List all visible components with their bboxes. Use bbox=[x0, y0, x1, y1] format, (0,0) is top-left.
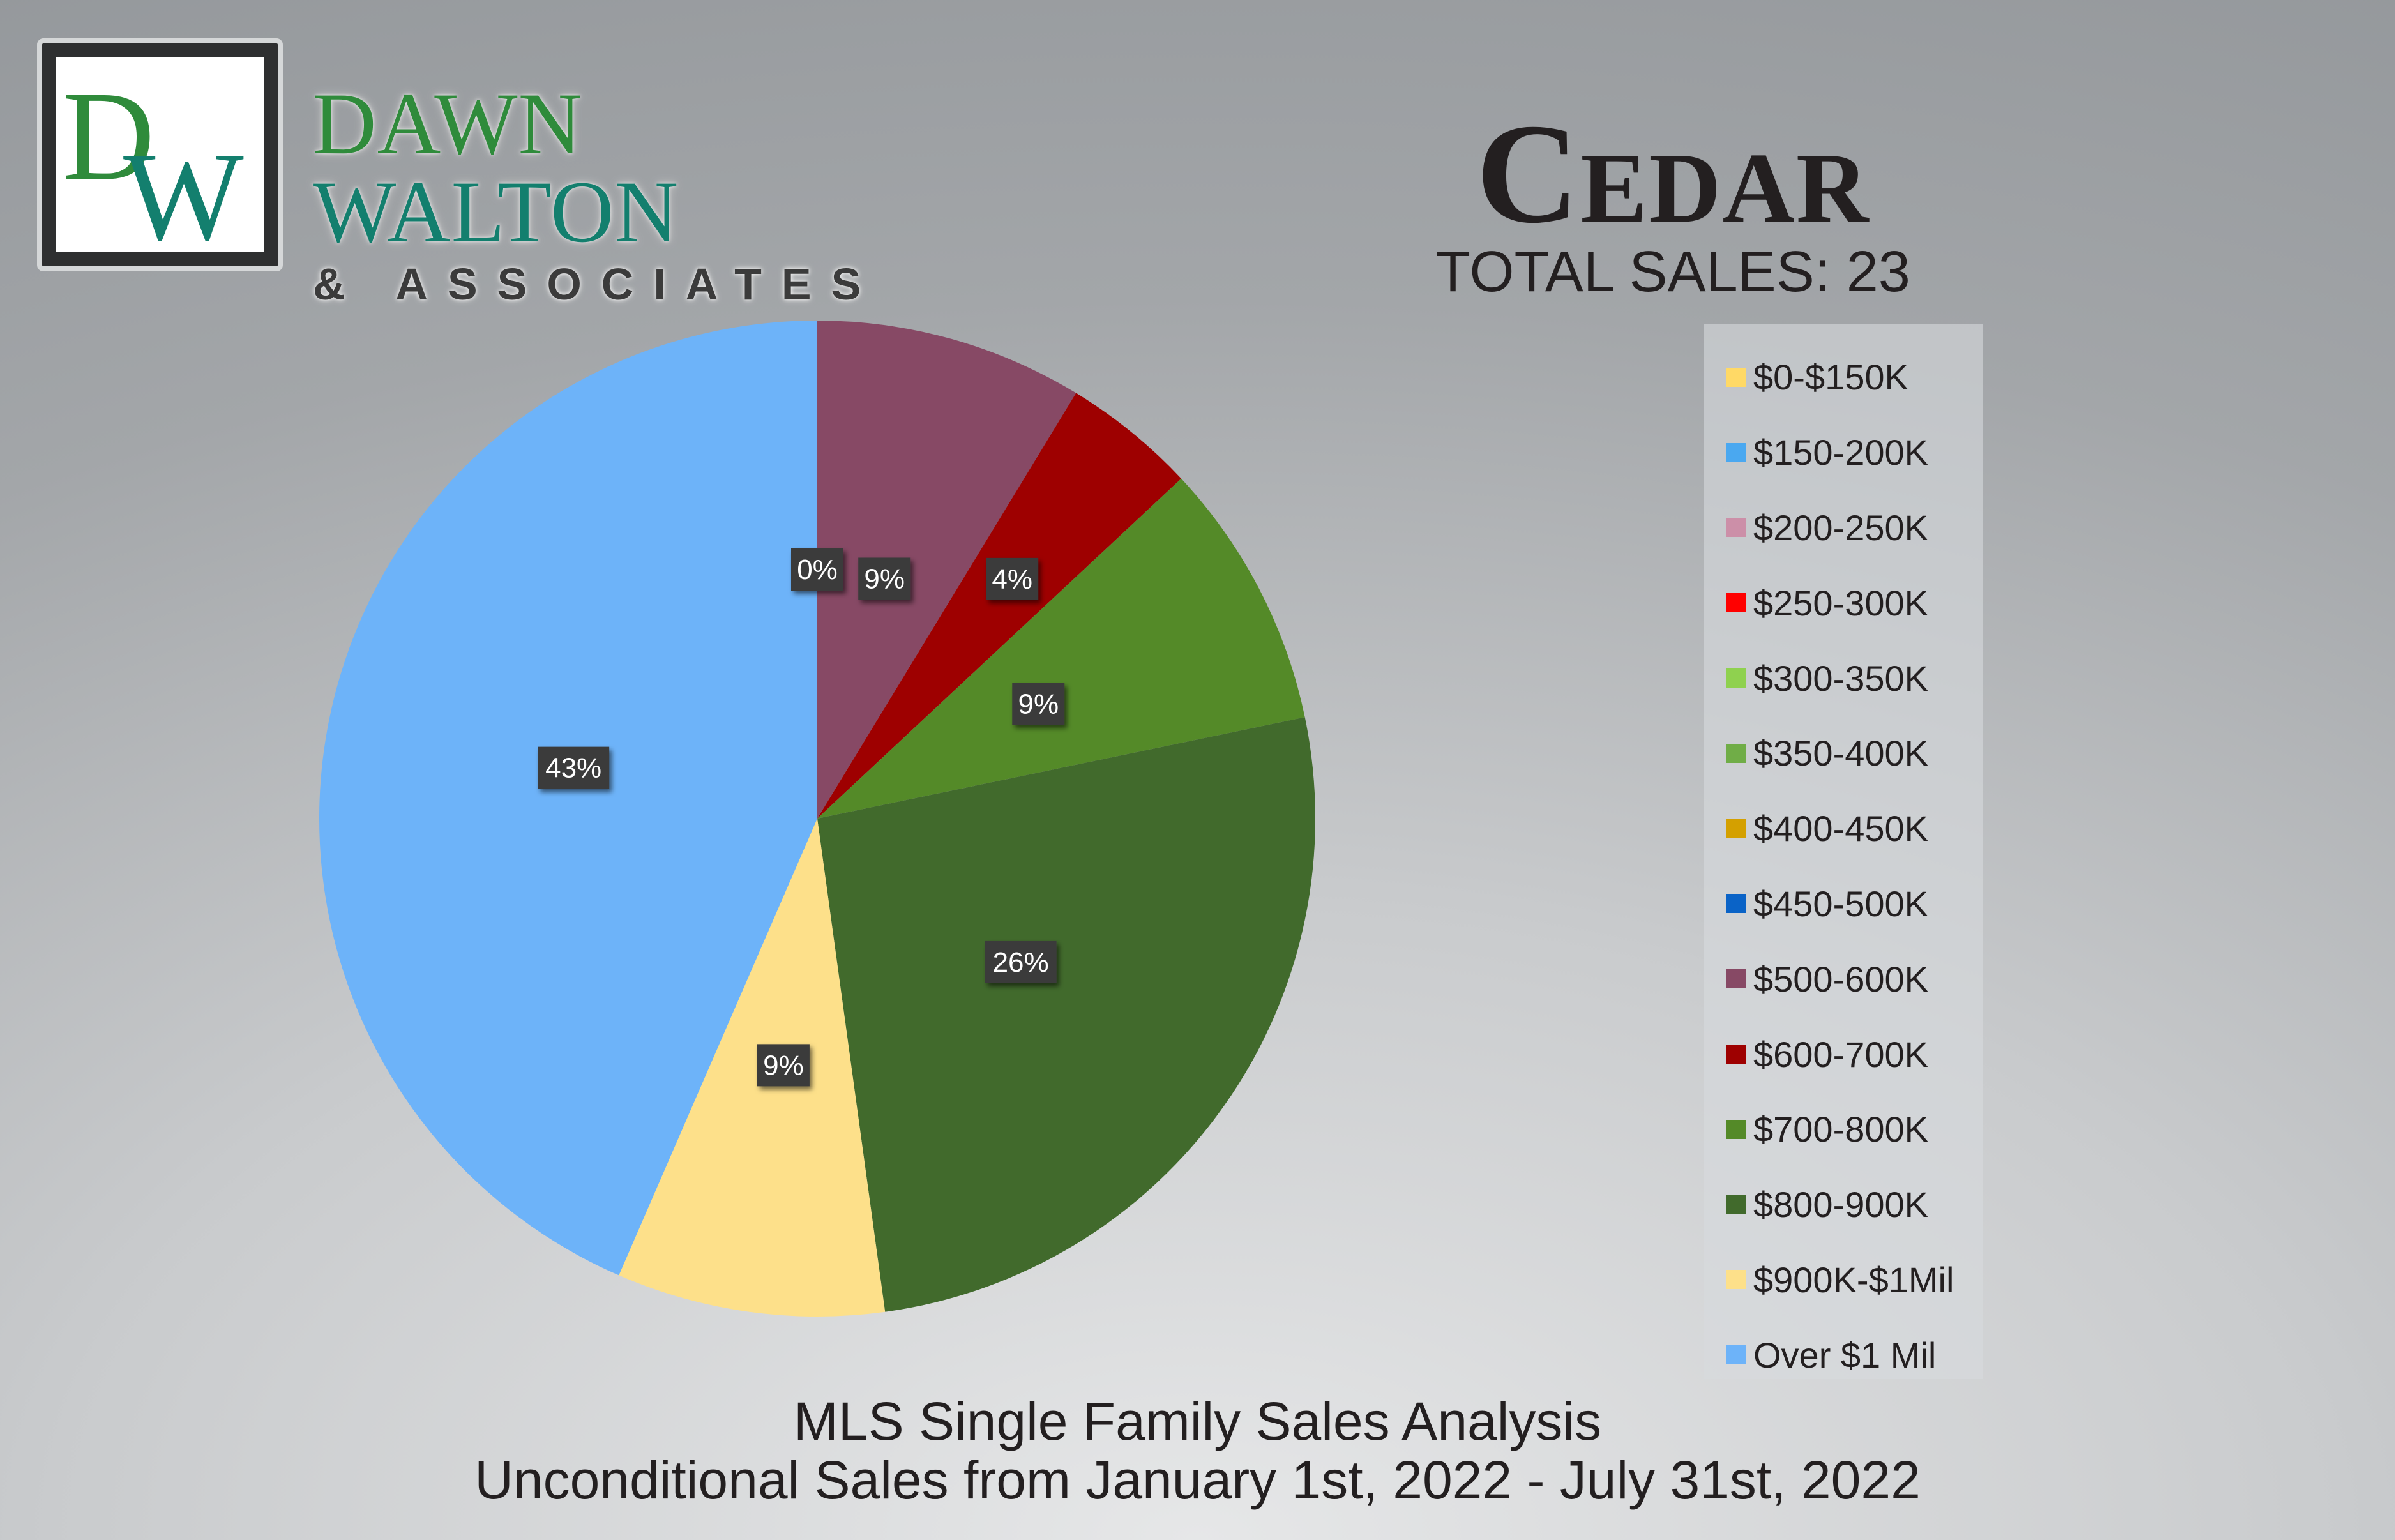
data-label-box bbox=[858, 557, 911, 600]
pie-slice-700-800k bbox=[817, 478, 1305, 819]
legend-swatch bbox=[1726, 894, 1746, 914]
legend-swatch bbox=[1726, 442, 1746, 462]
legend-item-200-250k: $200-250K bbox=[1704, 490, 1983, 566]
data-label-500-600k: 9% bbox=[858, 557, 911, 600]
data-label-box bbox=[791, 548, 843, 591]
pie-slice-over-1-mil bbox=[319, 321, 817, 1276]
data-label-box bbox=[757, 1044, 810, 1087]
chart-title: Cedar bbox=[1476, 94, 1870, 253]
legend-label: $200-250K bbox=[1753, 507, 1929, 548]
legend-item-700-800k: $700-800K bbox=[1704, 1092, 1983, 1167]
legend-item-150-200k: $150-200K bbox=[1704, 415, 1983, 490]
total-sales: TOTAL SALES: 23 bbox=[1435, 240, 1910, 304]
legend-label: $250-300K bbox=[1753, 582, 1929, 623]
legend-item-300-350k: $300-350K bbox=[1704, 640, 1983, 716]
legend-item-800-900k: $800-900K bbox=[1704, 1167, 1983, 1242]
legend-label: $600-700K bbox=[1753, 1034, 1929, 1075]
legend-label: $150-200K bbox=[1753, 432, 1929, 473]
legend-swatch bbox=[1726, 1270, 1746, 1290]
brand-name: DAWN WALTON bbox=[313, 80, 939, 256]
legend-swatch bbox=[1726, 593, 1746, 613]
monogram-w: W bbox=[123, 126, 244, 252]
legend-swatch bbox=[1726, 819, 1746, 838]
data-label-700-800k: 9% bbox=[1012, 683, 1065, 725]
legend-label: Over $1 Mil bbox=[1753, 1334, 1937, 1375]
legend-item-over-1-mil: Over $1 Mil bbox=[1704, 1317, 1983, 1393]
data-label-text: 9% bbox=[763, 1050, 804, 1081]
legend-swatch bbox=[1726, 1195, 1746, 1214]
legend-item-450-500k: $450-500K bbox=[1704, 866, 1983, 942]
data-label-text: 9% bbox=[1018, 689, 1059, 720]
legend-item-500-600k: $500-600K bbox=[1704, 941, 1983, 1016]
legend-label: $300-350K bbox=[1753, 658, 1929, 698]
data-label-text: 9% bbox=[864, 563, 905, 594]
pie-slice-900k-1mil bbox=[619, 819, 886, 1317]
data-label-text: 26% bbox=[993, 947, 1049, 978]
brand-tagline: & ASSOCIATES bbox=[313, 259, 881, 309]
legend-swatch bbox=[1726, 1045, 1746, 1064]
brand-wordmark: DAWN WALTON & ASSOCIATES bbox=[313, 80, 939, 310]
brand-name-first: DAWN bbox=[313, 75, 583, 172]
legend-item-0-150k: $0-$150K bbox=[1704, 340, 1983, 415]
legend-item-250-300k: $250-300K bbox=[1704, 565, 1983, 640]
data-label-800-900k: 26% bbox=[985, 940, 1057, 983]
legend-item-400-450k: $400-450K bbox=[1704, 791, 1983, 866]
legend-label: $900K-$1Mil bbox=[1753, 1259, 1954, 1300]
monogram-icon: D W bbox=[63, 66, 244, 268]
legend-label: $350-400K bbox=[1753, 733, 1929, 774]
pie-slice-500-600k bbox=[817, 321, 1077, 819]
legend-label: $400-450K bbox=[1753, 808, 1929, 849]
legend-label: $700-800K bbox=[1753, 1109, 1929, 1150]
logo-monogram-frame: D W bbox=[56, 57, 264, 268]
data-label-600-700k: 4% bbox=[986, 557, 1039, 600]
pie-slices bbox=[319, 321, 1315, 1317]
legend-swatch bbox=[1726, 969, 1746, 989]
footer-date-range: Unconditional Sales from January 1st, 20… bbox=[474, 1450, 1921, 1511]
data-label-text: 43% bbox=[545, 753, 601, 784]
data-label-900k-1mil: 9% bbox=[757, 1044, 810, 1087]
pie-slice-800-900k bbox=[817, 717, 1315, 1312]
brand-logo: D W bbox=[37, 38, 283, 271]
footer: MLS Single Family Sales Analysis Uncondi… bbox=[0, 1392, 2395, 1510]
brand-name-second: WALTON bbox=[313, 163, 679, 260]
chart-legend: $0-$150K $150-200K $200-250K $250-300K $300-… bbox=[1704, 324, 1983, 1379]
data-label-box bbox=[1012, 683, 1065, 725]
legend-swatch bbox=[1726, 367, 1746, 387]
data-label-over-1-mil: 43% bbox=[538, 746, 610, 789]
data-label-box bbox=[986, 557, 1039, 600]
legend-label: $0-$150K bbox=[1753, 357, 1908, 398]
legend-item-350-400k: $350-400K bbox=[1704, 716, 1983, 791]
legend-swatch bbox=[1726, 743, 1746, 763]
pie-data-labels: 0% 9% 4% 9% 26% 9% 43% bbox=[538, 548, 1065, 1087]
legend-swatch bbox=[1726, 1119, 1746, 1139]
footer-title: MLS Single Family Sales Analysis bbox=[793, 1391, 1602, 1451]
legend-item-600-700k: $600-700K bbox=[1704, 1016, 1983, 1092]
data-label-box bbox=[985, 940, 1057, 983]
legend-swatch bbox=[1726, 668, 1746, 688]
legend-swatch bbox=[1726, 1345, 1746, 1365]
monogram-d: D bbox=[63, 66, 155, 207]
data-label-text: 0% bbox=[797, 554, 838, 585]
legend-label: $500-600K bbox=[1753, 958, 1929, 999]
legend-swatch bbox=[1726, 518, 1746, 538]
pie-slice-600-700k bbox=[817, 393, 1182, 819]
data-label-box bbox=[538, 746, 610, 789]
data-label-text: 4% bbox=[992, 564, 1032, 595]
legend-label: $450-500K bbox=[1753, 883, 1929, 924]
data-label-zero-categories: 0% bbox=[791, 548, 843, 591]
legend-item-900k-1mil: $900K-$1Mil bbox=[1704, 1242, 1983, 1318]
legend-label: $800-900K bbox=[1753, 1184, 1929, 1225]
